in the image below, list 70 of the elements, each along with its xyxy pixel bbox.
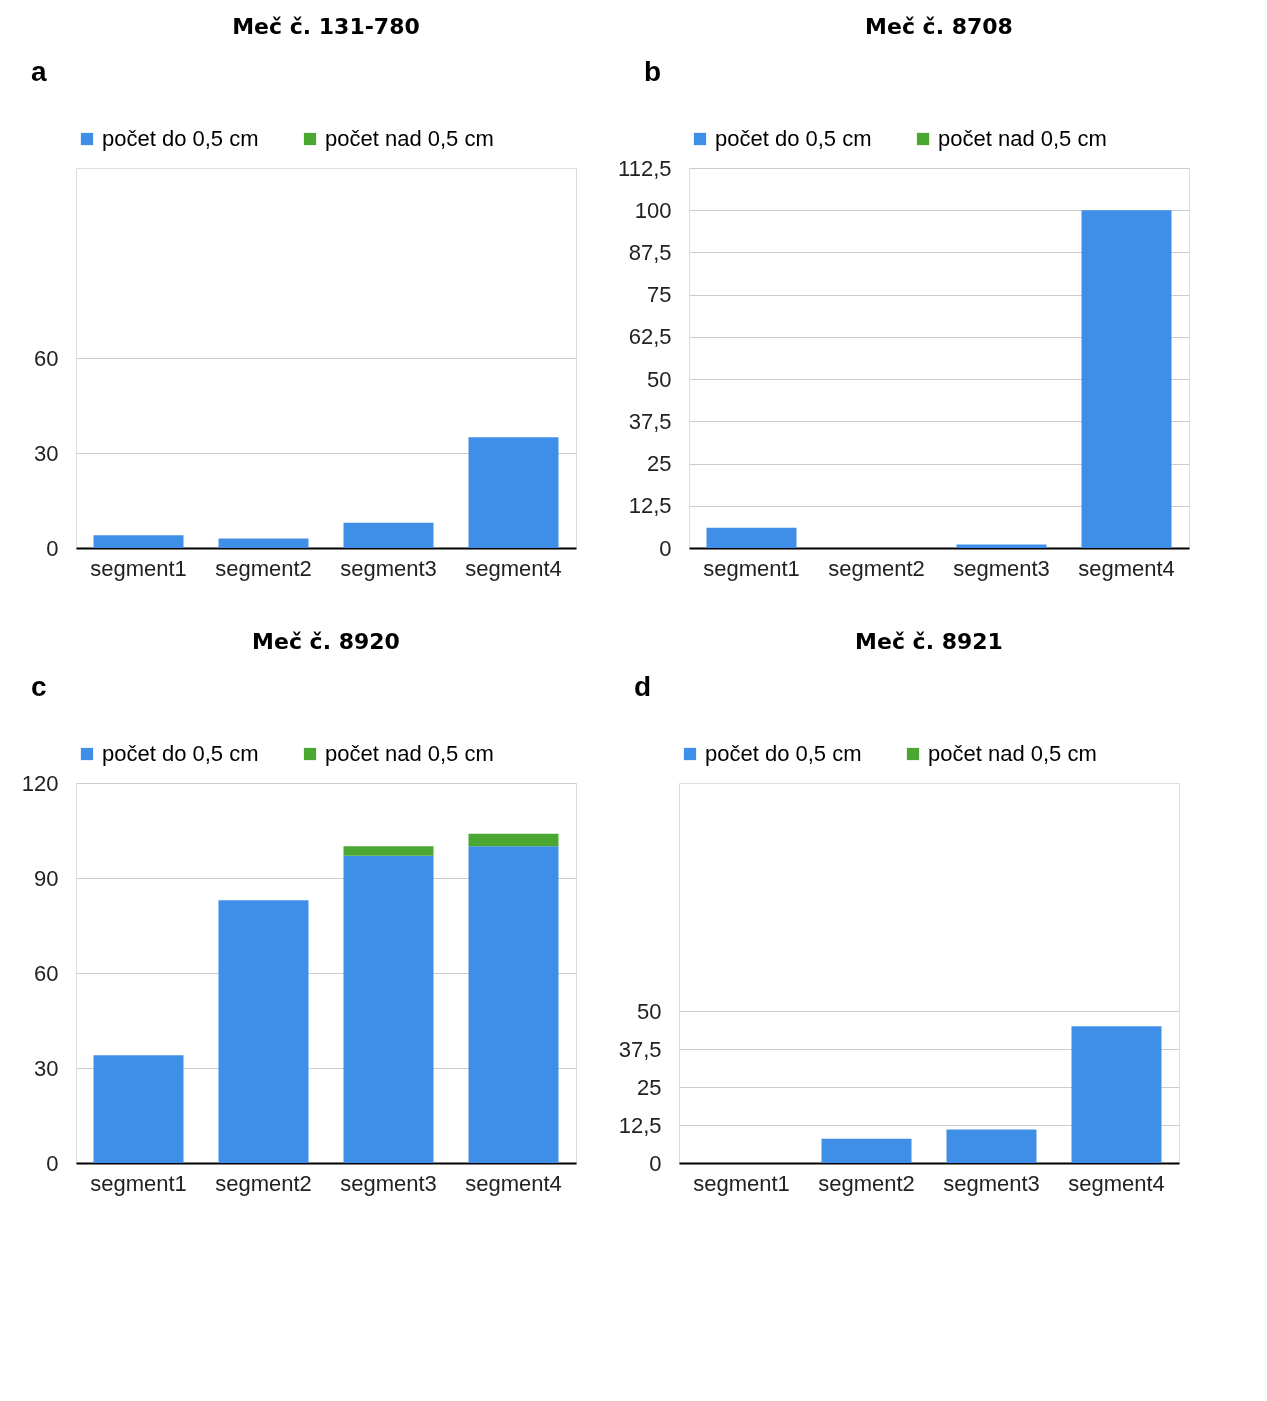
chart-title: Meč č. 8920 — [252, 629, 400, 654]
x-tick-label: segment3 — [953, 555, 1050, 581]
bar — [468, 846, 559, 1163]
chart-title: Meč č. 8708 — [865, 14, 1013, 39]
bar — [343, 846, 434, 856]
x-tick-label: segment3 — [943, 1170, 1040, 1196]
y-tick-label: 0 — [659, 535, 672, 561]
y-tick-label: 112,5 — [618, 155, 672, 181]
bar — [468, 437, 559, 548]
x-tick-label: segment2 — [828, 555, 925, 581]
bar — [93, 1055, 184, 1163]
text: b — [644, 56, 662, 87]
bar — [93, 535, 184, 548]
x-tick-label: segment2 — [215, 1170, 312, 1196]
y-tick-label: 30 — [34, 440, 59, 466]
bar — [343, 522, 434, 548]
x-tick-label: segment2 — [818, 1170, 915, 1196]
x-tick-label: segment1 — [90, 555, 187, 581]
legend-label: počet nad 0,5 cm — [325, 126, 494, 151]
y-tick-label: 100 — [634, 197, 672, 223]
text: d — [634, 671, 652, 702]
chart-title: Meč č. 8921 — [855, 629, 1003, 654]
y-tick-label: 62,5 — [628, 324, 672, 350]
chart-title: Meč č. 131-780 — [232, 14, 420, 39]
text: a — [31, 56, 47, 87]
bar — [1071, 1026, 1162, 1163]
y-tick-label: 50 — [647, 366, 672, 392]
x-tick-label: segment2 — [215, 555, 312, 581]
x-tick-label: segment3 — [340, 555, 437, 581]
legend-label: počet do 0,5 cm — [705, 741, 862, 766]
y-tick-label: 0 — [46, 1150, 59, 1176]
y-tick-label: 87,5 — [628, 239, 672, 265]
bar — [946, 1129, 1037, 1163]
x-tick-label: segment4 — [465, 1170, 562, 1196]
y-tick-label: 0 — [46, 535, 59, 561]
bar — [706, 527, 797, 548]
bar — [218, 900, 309, 1163]
y-tick-label: 60 — [34, 345, 59, 371]
x-tick-label: segment1 — [693, 1170, 790, 1196]
y-tick-label: 75 — [647, 282, 672, 308]
bar — [218, 538, 309, 548]
legend-label: počet nad 0,5 cm — [928, 741, 1097, 766]
y-tick-label: 37,5 — [628, 408, 672, 434]
y-tick-label: 0 — [649, 1150, 662, 1176]
y-tick-label: 50 — [637, 998, 662, 1024]
x-tick-label: segment1 — [703, 555, 800, 581]
y-tick-label: 90 — [34, 865, 59, 891]
text: c — [31, 671, 47, 702]
y-tick-label: 30 — [34, 1055, 59, 1081]
y-tick-label: 25 — [637, 1074, 662, 1100]
y-tick-label: 12,5 — [618, 1112, 662, 1138]
bar — [1081, 210, 1172, 548]
x-tick-label: segment4 — [1078, 555, 1175, 581]
x-tick-label: segment1 — [90, 1170, 187, 1196]
y-tick-label: 37,5 — [618, 1036, 662, 1062]
y-tick-label: 12,5 — [628, 493, 672, 519]
y-tick-label: 25 — [647, 451, 672, 477]
legend-label: počet do 0,5 cm — [102, 741, 259, 766]
bar — [468, 833, 559, 847]
legend-label: počet do 0,5 cm — [102, 126, 259, 151]
legend-label: počet nad 0,5 cm — [938, 126, 1107, 151]
bar — [343, 855, 434, 1163]
x-tick-label: segment3 — [340, 1170, 437, 1196]
bar — [821, 1138, 912, 1163]
x-tick-label: segment4 — [1068, 1170, 1165, 1196]
legend-label: počet do 0,5 cm — [715, 126, 872, 151]
x-tick-label: segment4 — [465, 555, 562, 581]
y-tick-label: 60 — [34, 960, 59, 986]
y-tick-label: 120 — [21, 770, 59, 796]
legend-label: počet nad 0,5 cm — [325, 741, 494, 766]
